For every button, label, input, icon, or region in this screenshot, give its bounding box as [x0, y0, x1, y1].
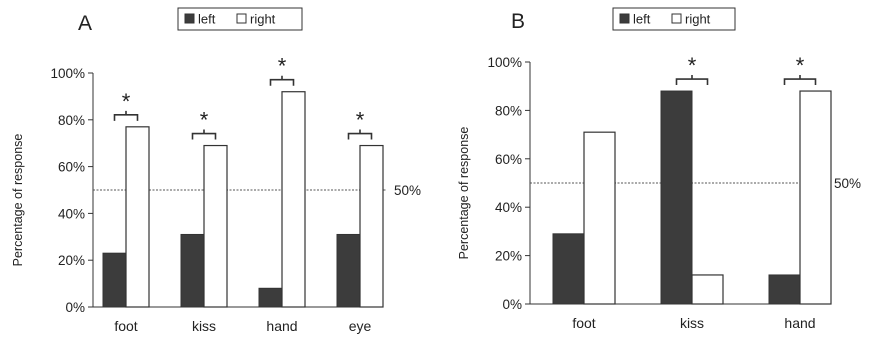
y-axis-label: Percentage of response	[11, 134, 25, 267]
bar-left-kiss	[180, 233, 205, 308]
significance-star-hand: *	[796, 53, 805, 78]
significance-bracket-foot	[113, 110, 139, 121]
bar-left-foot	[552, 233, 585, 305]
x-tick-label-hand: hand	[784, 315, 815, 331]
bar-left-kiss	[660, 90, 693, 305]
panel-label: A	[78, 12, 92, 35]
y-axis-label: Percentage of response	[457, 127, 471, 260]
bar-right-foot	[125, 126, 150, 308]
legend-swatch-right	[671, 13, 682, 24]
x-tick-label-foot: foot	[572, 315, 595, 331]
x-tick-label-foot: foot	[114, 318, 137, 334]
legend-label-right: right	[685, 12, 711, 27]
y-tick-label: 20%	[58, 253, 85, 268]
bar-right-eye	[359, 144, 384, 308]
y-tick-label: 60%	[495, 152, 522, 167]
significance-star-kiss: *	[688, 53, 697, 78]
bar-right-kiss	[203, 144, 228, 308]
x-tick-label-kiss: kiss	[192, 318, 216, 334]
legend-swatch-left	[619, 13, 630, 24]
legend-label-left: left	[198, 12, 216, 27]
significance-bracket-kiss	[191, 129, 217, 140]
x-tick-label-hand: hand	[266, 318, 297, 334]
legend-label-right: right	[250, 12, 276, 27]
y-tick-label: 60%	[58, 160, 85, 175]
x-tick-label-kiss: kiss	[680, 315, 704, 331]
y-tick-label: 0%	[502, 297, 522, 312]
legend-swatch-right	[236, 13, 247, 24]
significance-bracket-hand	[269, 75, 295, 86]
significance-star-hand: *	[278, 54, 287, 79]
y-tick-label: 80%	[58, 113, 85, 128]
significance-bracket-hand	[783, 75, 817, 86]
bar-left-hand	[258, 287, 283, 308]
x-tick-label-eye: eye	[349, 318, 372, 334]
reference-line-label: 50%	[394, 183, 421, 198]
legend-swatch-left	[184, 13, 195, 24]
y-tick-label: 0%	[65, 300, 85, 315]
bar-left-foot	[102, 252, 127, 308]
bar-left-hand	[768, 274, 801, 305]
reference-line-label: 50%	[834, 176, 861, 191]
y-tick-label: 40%	[495, 200, 522, 215]
legend-label-left: left	[633, 12, 651, 27]
significance-star-foot: *	[122, 89, 131, 114]
significance-bracket-kiss	[675, 75, 709, 86]
bar-right-hand	[281, 91, 306, 308]
bar-left-eye	[336, 233, 361, 308]
y-tick-label: 100%	[487, 55, 522, 70]
significance-star-eye: *	[356, 108, 365, 133]
significance-bracket-eye	[347, 129, 373, 140]
bar-right-foot	[583, 131, 616, 305]
y-tick-label: 80%	[495, 103, 522, 118]
significance-star-kiss: *	[200, 108, 209, 133]
y-tick-label: 100%	[50, 66, 85, 81]
y-tick-label: 40%	[58, 206, 85, 221]
bar-right-hand	[799, 90, 832, 305]
y-tick-label: 20%	[495, 249, 522, 264]
panel-label: B	[511, 10, 525, 33]
bar-right-kiss	[691, 274, 724, 305]
